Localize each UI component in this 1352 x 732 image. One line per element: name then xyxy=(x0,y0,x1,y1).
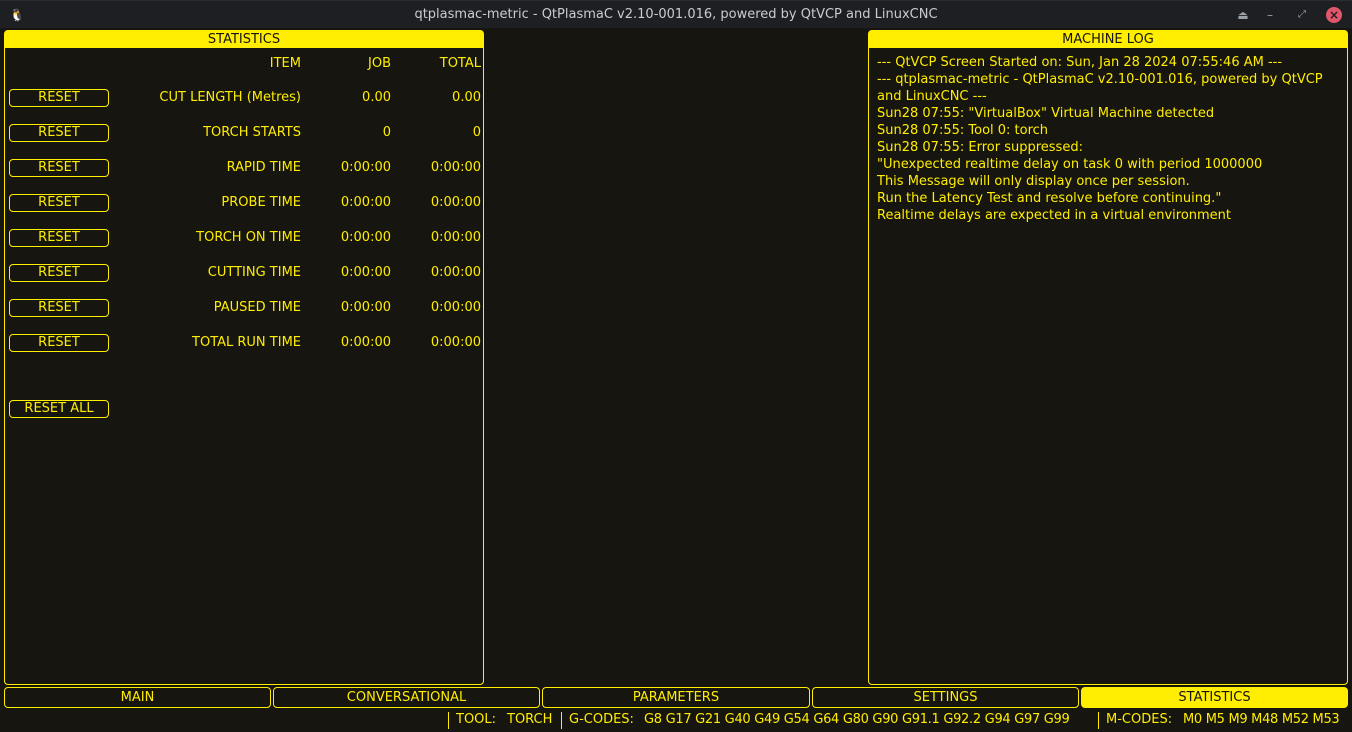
stats-row: RESET TORCH STARTS 0 0 xyxy=(5,124,485,142)
stats-row: RESET PAUSED TIME 0:00:00 0:00:00 xyxy=(5,299,485,317)
stat-total: 0:00:00 xyxy=(430,230,481,245)
window-title: qtplasmac-metric - QtPlasmaC v2.10-001.0… xyxy=(414,7,938,22)
tool-label: TOOL: xyxy=(456,712,497,727)
tab-settings[interactable]: SETTINGS xyxy=(812,687,1079,708)
tab-conversational[interactable]: CONVERSATIONAL xyxy=(273,687,540,708)
stats-row: RESET TORCH ON TIME 0:00:00 0:00:00 xyxy=(5,229,485,247)
machine-log-text[interactable]: --- QtVCP Screen Started on: Sun, Jan 28… xyxy=(869,48,1347,230)
stat-job: 0:00:00 xyxy=(340,195,391,210)
stat-total: 0:00:00 xyxy=(430,160,481,175)
log-line: "Unexpected realtime delay on task 0 wit… xyxy=(877,157,1263,172)
tab-main[interactable]: MAIN xyxy=(4,687,271,708)
stats-row: RESET CUT LENGTH (Metres) 0.00 0.00 xyxy=(5,89,485,107)
reset-button[interactable]: RESET xyxy=(9,124,109,142)
gcodes-label: G-CODES: xyxy=(569,712,634,727)
stat-item: PAUSED TIME xyxy=(213,300,301,315)
stat-job: 0:00:00 xyxy=(340,300,391,315)
reset-button[interactable]: RESET xyxy=(9,159,109,177)
stat-total: 0:00:00 xyxy=(430,300,481,315)
stat-job: 0:00:00 xyxy=(340,160,391,175)
stats-row: RESET PROBE TIME 0:00:00 0:00:00 xyxy=(5,194,485,212)
mcodes-label: M-CODES: xyxy=(1106,712,1173,727)
minimize-icon[interactable]: – xyxy=(1267,8,1273,22)
log-line: Sun28 07:55: Error suppressed: xyxy=(877,140,1083,155)
tab-statistics[interactable]: STATISTICS xyxy=(1081,687,1348,708)
machine-log-panel: MACHINE LOG --- QtVCP Screen Started on:… xyxy=(868,30,1348,685)
stats-row: RESET TOTAL RUN TIME 0:00:00 0:00:00 xyxy=(5,334,485,352)
log-line: Sun28 07:55: "VirtualBox" Virtual Machin… xyxy=(877,106,1215,121)
tab-parameters[interactable]: PARAMETERS xyxy=(542,687,810,708)
stat-job: 0:00:00 xyxy=(340,265,391,280)
reset-button[interactable]: RESET xyxy=(9,264,109,282)
header-total: TOTAL xyxy=(439,56,481,71)
stat-total: 0:00:00 xyxy=(430,195,481,210)
stats-header-row: ITEM JOB TOTAL xyxy=(5,55,485,73)
reset-button[interactable]: RESET xyxy=(9,334,109,352)
statistics-panel: STATISTICS ITEM JOB TOTAL RESET CUT LENG… xyxy=(4,30,484,685)
status-divider xyxy=(448,712,449,729)
log-line: Sun28 07:55: Tool 0: torch xyxy=(877,123,1049,138)
tux-icon: 🐧 xyxy=(9,8,25,22)
close-icon[interactable]: × xyxy=(1326,7,1342,23)
mcodes-value: M0 M5 M9 M48 M52 M53 xyxy=(1183,712,1340,727)
log-line: --- QtVCP Screen Started on: Sun, Jan 28… xyxy=(877,55,1283,70)
log-line: Realtime delays are expected in a virtua… xyxy=(877,208,1232,223)
stat-job: 0:00:00 xyxy=(340,230,391,245)
stat-item: CUT LENGTH (Metres) xyxy=(159,90,301,105)
header-item: ITEM xyxy=(269,56,301,71)
reset-button[interactable]: RESET xyxy=(9,229,109,247)
stats-row: RESET CUTTING TIME 0:00:00 0:00:00 xyxy=(5,264,485,282)
gcodes-value: G8 G17 G21 G40 G49 G54 G64 G80 G90 G91.1… xyxy=(644,712,1070,727)
log-line: --- qtplasmac-metric - QtPlasmaC v2.10-0… xyxy=(877,72,1323,104)
header-job: JOB xyxy=(368,56,391,71)
stat-item: PROBE TIME xyxy=(221,195,301,210)
stat-total: 0:00:00 xyxy=(430,335,481,350)
statistics-title: STATISTICS xyxy=(5,31,483,48)
stat-job: 0.00 xyxy=(362,90,391,105)
title-bar: 🐧 qtplasmac-metric - QtPlasmaC v2.10-001… xyxy=(0,0,1352,28)
stat-item: CUTTING TIME xyxy=(207,265,301,280)
stat-total: 0:00:00 xyxy=(430,265,481,280)
tool-value: TORCH xyxy=(507,712,553,727)
stat-total: 0.00 xyxy=(452,90,481,105)
stat-job: 0 xyxy=(382,125,391,140)
stat-item: TORCH ON TIME xyxy=(196,230,301,245)
stat-total: 0 xyxy=(472,125,481,140)
log-line: Run the Latency Test and resolve before … xyxy=(877,191,1222,206)
status-divider xyxy=(561,712,562,729)
machine-log-title: MACHINE LOG xyxy=(869,31,1347,48)
reset-button[interactable]: RESET xyxy=(9,194,109,212)
reset-button[interactable]: RESET xyxy=(9,89,109,107)
stat-item: TOTAL RUN TIME xyxy=(192,335,301,350)
stat-item: RAPID TIME xyxy=(226,160,301,175)
stat-item: TORCH STARTS xyxy=(203,125,301,140)
stat-job: 0:00:00 xyxy=(340,335,391,350)
stats-row: RESET RAPID TIME 0:00:00 0:00:00 xyxy=(5,159,485,177)
eject-icon[interactable]: ⏏ xyxy=(1237,8,1249,22)
log-line: This Message will only display once per … xyxy=(877,174,1190,189)
maximize-icon[interactable]: ⤢ xyxy=(1298,9,1306,20)
reset-all-button[interactable]: RESET ALL xyxy=(9,400,109,418)
status-divider xyxy=(1098,712,1099,729)
reset-button[interactable]: RESET xyxy=(9,299,109,317)
